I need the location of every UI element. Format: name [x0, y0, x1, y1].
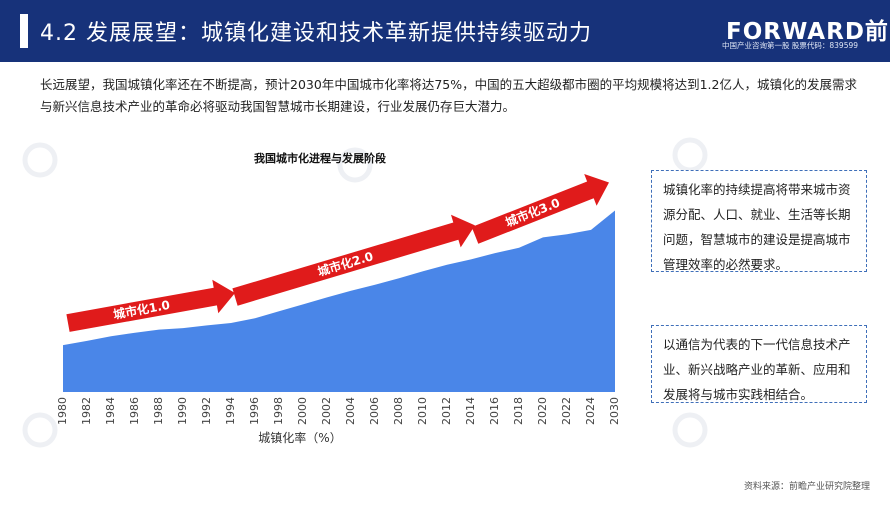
x-tick-label: 1982 — [80, 397, 93, 425]
stage-arrow-label: 城市化2.0 — [316, 248, 375, 279]
note-box-technology: 以通信为代表的下一代信息技术产业、新兴战略产业的革新、应用和发展将与城市实践相结… — [651, 325, 867, 403]
stage-arrow — [471, 174, 609, 244]
x-tick-label: 1988 — [152, 397, 165, 425]
x-tick-label: 2022 — [560, 397, 573, 425]
intro-paragraph: 长远展望，我国城镇化率还在不断提高，预计2030年中国城市化率将达75%，中国的… — [40, 77, 857, 114]
x-tick-label: 2010 — [416, 397, 429, 425]
source-note: 资料来源：前瞻产业研究院整理 — [743, 482, 870, 492]
x-tick-labels: 1980 1982 1984 1986 1988 1990 1992 1994 1996 1998… — [56, 397, 621, 425]
x-tick-label: 2024 — [584, 397, 597, 425]
chart-title: 我国城市化进程与发展阶段 — [254, 152, 386, 165]
x-tick-label: 1980 — [56, 397, 69, 425]
urbanization-area — [63, 210, 615, 392]
x-tick-label: 1998 — [272, 397, 285, 425]
x-tick-label: 2008 — [392, 397, 405, 425]
forward-logo-watermark-icon — [22, 412, 58, 448]
x-tick-label: 2030 — [608, 397, 621, 425]
x-tick-label: 1994 — [224, 397, 237, 425]
x-tick-label: 1990 — [176, 397, 189, 425]
x-tick-label: 1996 — [248, 397, 261, 425]
forward-logo-watermark-icon — [672, 412, 708, 448]
note-box-urbanization: 城镇化率的持续提高将带来城市资源分配、人口、就业、生活等长期问题，智慧城市的建设… — [651, 170, 867, 272]
x-tick-label: 2016 — [488, 397, 501, 425]
x-tick-label: 2020 — [536, 397, 549, 425]
x-tick-label: 2012 — [440, 397, 453, 425]
header-accent-mark — [20, 14, 28, 48]
x-tick-label: 2014 — [464, 397, 477, 425]
x-tick-label: 2004 — [344, 397, 357, 425]
forward-logo-watermark-icon — [22, 142, 58, 178]
page-title: 4.2 发展展望：城镇化建设和技术革新提供持续驱动力 — [40, 21, 592, 46]
x-tick-label: 1984 — [104, 397, 117, 425]
forward-logo-watermark-icon — [337, 147, 373, 183]
logo-subtitle: 中国产业咨询第一股 股票代码：839599 — [722, 41, 859, 50]
header-bar: 4.2 发展展望：城镇化建设和技术革新提供持续驱动力 FORWARD前瞻 中国产… — [0, 0, 890, 62]
x-tick-label: 2002 — [320, 397, 333, 425]
forward-logo: FORWARD前瞻 — [726, 19, 890, 45]
x-tick-label: 2018 — [512, 397, 525, 425]
forward-logo-watermark-icon — [672, 137, 708, 173]
stage-arrow — [66, 279, 236, 332]
x-tick-label: 1992 — [200, 397, 213, 425]
stage-arrow — [232, 214, 475, 306]
x-tick-label: 1986 — [128, 397, 141, 425]
x-tick-label: 2000 — [296, 397, 309, 425]
x-tick-label: 2006 — [368, 397, 381, 425]
x-axis-label: 城镇化率（%） — [258, 431, 342, 445]
